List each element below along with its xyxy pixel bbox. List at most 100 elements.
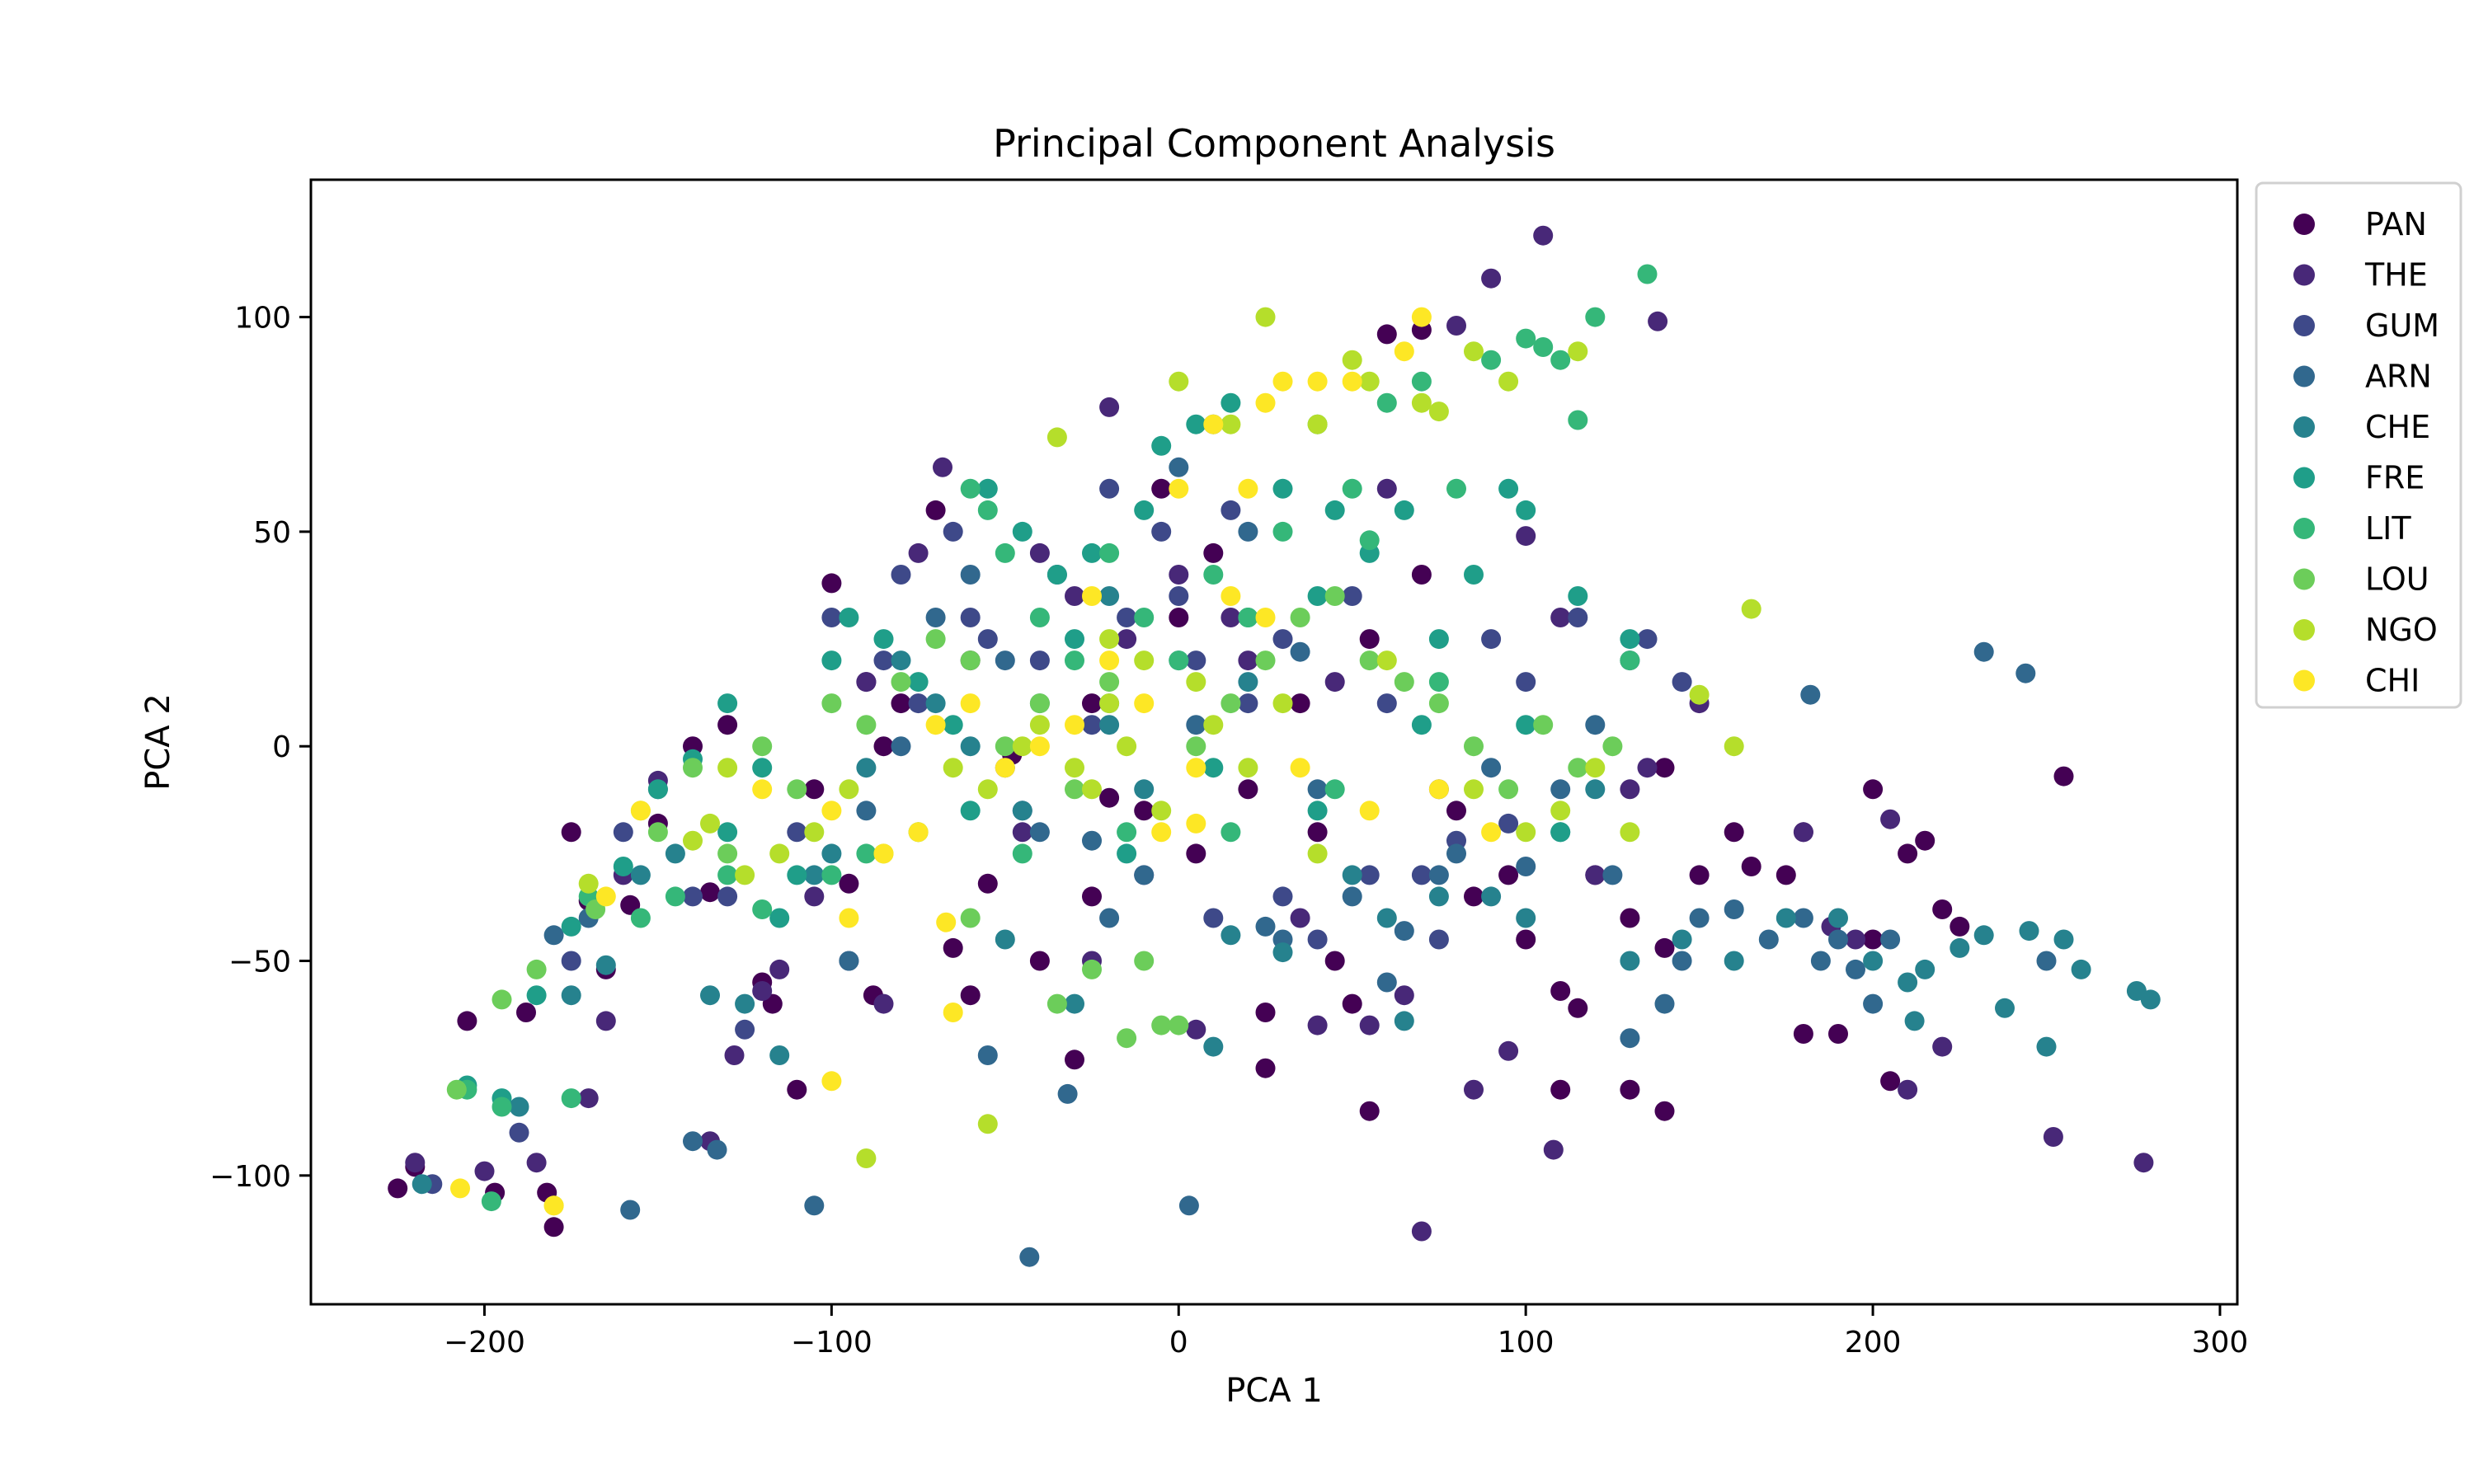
legend-marker-pan [2293,214,2315,235]
legend-label-che: CHE [2365,409,2430,445]
point-pan-13 [700,882,720,903]
point-pan-53 [1620,908,1640,928]
point-lou-32 [1533,715,1554,735]
y-axis-label: PCA 2 [139,693,177,791]
point-che-29 [1516,908,1536,928]
point-arn-48 [543,925,564,946]
point-arn-4 [839,951,859,971]
point-fre-39 [717,693,738,714]
point-ngo-6 [769,843,790,864]
point-che-45 [2053,929,2074,950]
point-che-34 [1724,951,1744,971]
point-che-46 [2071,959,2091,979]
point-pan-6 [543,1217,564,1237]
point-lou-34 [1602,736,1623,757]
point-ngo-8 [839,779,859,800]
point-ngo-24 [1203,715,1224,735]
plot-frame [309,178,2239,1306]
point-the-37 [1543,1139,1564,1160]
point-ngo-1 [578,873,599,894]
point-pan-21 [873,736,894,757]
point-lou-24 [1255,650,1276,671]
point-pan-74 [1169,608,1189,627]
point-pan-69 [2053,766,2074,787]
point-lou-19 [1134,951,1155,971]
x-axis: −200 −100 0 100 200 300 [444,1304,2248,1360]
point-fre-28 [1307,586,1328,606]
point-ngo-40 [1585,758,1606,778]
point-fre-9 [769,908,790,928]
point-lou-16 [1065,779,1084,800]
legend-marker-chi [2293,669,2315,692]
point-ngo-34 [1428,402,1449,422]
legend-marker-ngo [2293,619,2315,641]
point-arn-28 [1516,857,1536,876]
point-pan-19 [839,873,859,894]
point-lit-15 [1029,608,1050,627]
point-the-20 [1099,397,1120,417]
point-chi-6 [839,908,859,928]
point-chi-32 [1428,779,1449,800]
point-the-30 [1411,1221,1432,1242]
point-fre-25 [1221,392,1241,413]
point-ngo-42 [1689,684,1710,705]
point-the-38 [1550,608,1571,627]
point-the-28 [1376,478,1397,499]
point-chi-33 [1481,822,1502,843]
point-fre-37 [1568,586,1588,606]
point-che-48 [2140,989,2161,1010]
point-lit-20 [1203,565,1224,585]
point-chi-18 [1151,822,1172,843]
point-lou-12 [925,629,946,650]
point-lit-25 [1359,530,1380,551]
point-pan-28 [1029,951,1050,971]
point-pan-33 [1151,478,1172,499]
legend-marker-gum [2293,315,2315,336]
point-pan-73 [1290,693,1310,714]
point-the-26 [1307,1015,1328,1036]
point-ngo-25 [1221,414,1241,434]
point-ngo-26 [1238,758,1258,778]
point-lou-2 [526,959,547,979]
point-arn-24 [1394,921,1414,942]
point-che-42 [1995,998,2015,1018]
point-arn-29 [1550,779,1571,800]
point-ngo-14 [1029,715,1050,735]
point-lit-14 [995,542,1015,563]
point-ngo-31 [1359,371,1380,392]
point-ngo-4 [700,813,720,834]
point-che-15 [995,929,1015,950]
point-gum-44 [1428,929,1449,950]
legend-marker-the [2293,264,2315,286]
legend-label-arn: ARN [2365,359,2432,395]
point-pan-22 [891,693,911,714]
point-che-33 [1672,929,1692,950]
point-fre-23 [1151,435,1172,456]
point-che-24 [1342,865,1362,885]
point-pan-65 [1898,843,1918,864]
point-chi-7 [873,843,894,864]
point-the-34 [1498,1040,1519,1061]
point-fre-3 [561,916,581,937]
point-lou-7 [752,736,773,757]
point-arn-3 [804,1195,825,1216]
point-che-23 [1272,942,1293,963]
point-pan-70 [1654,758,1675,778]
point-lou-20 [1169,1015,1189,1036]
point-the-39 [1585,865,1606,885]
point-the-11 [804,886,825,907]
point-pan-45 [1446,801,1466,821]
point-fre-34 [1498,478,1519,499]
point-lit-35 [1637,264,1658,284]
point-the-27 [1359,1015,1380,1036]
point-ngo-29 [1307,414,1328,434]
point-the-23 [1186,1019,1206,1040]
point-che-41 [1973,925,1994,946]
point-pan-62 [1828,1024,1848,1044]
point-lit-26 [1376,392,1397,413]
point-gum-12 [908,693,929,714]
point-che-8 [769,1045,790,1065]
point-lou-13 [960,650,981,671]
point-pan-4 [516,1003,536,1022]
point-lit-41 [1428,672,1449,693]
